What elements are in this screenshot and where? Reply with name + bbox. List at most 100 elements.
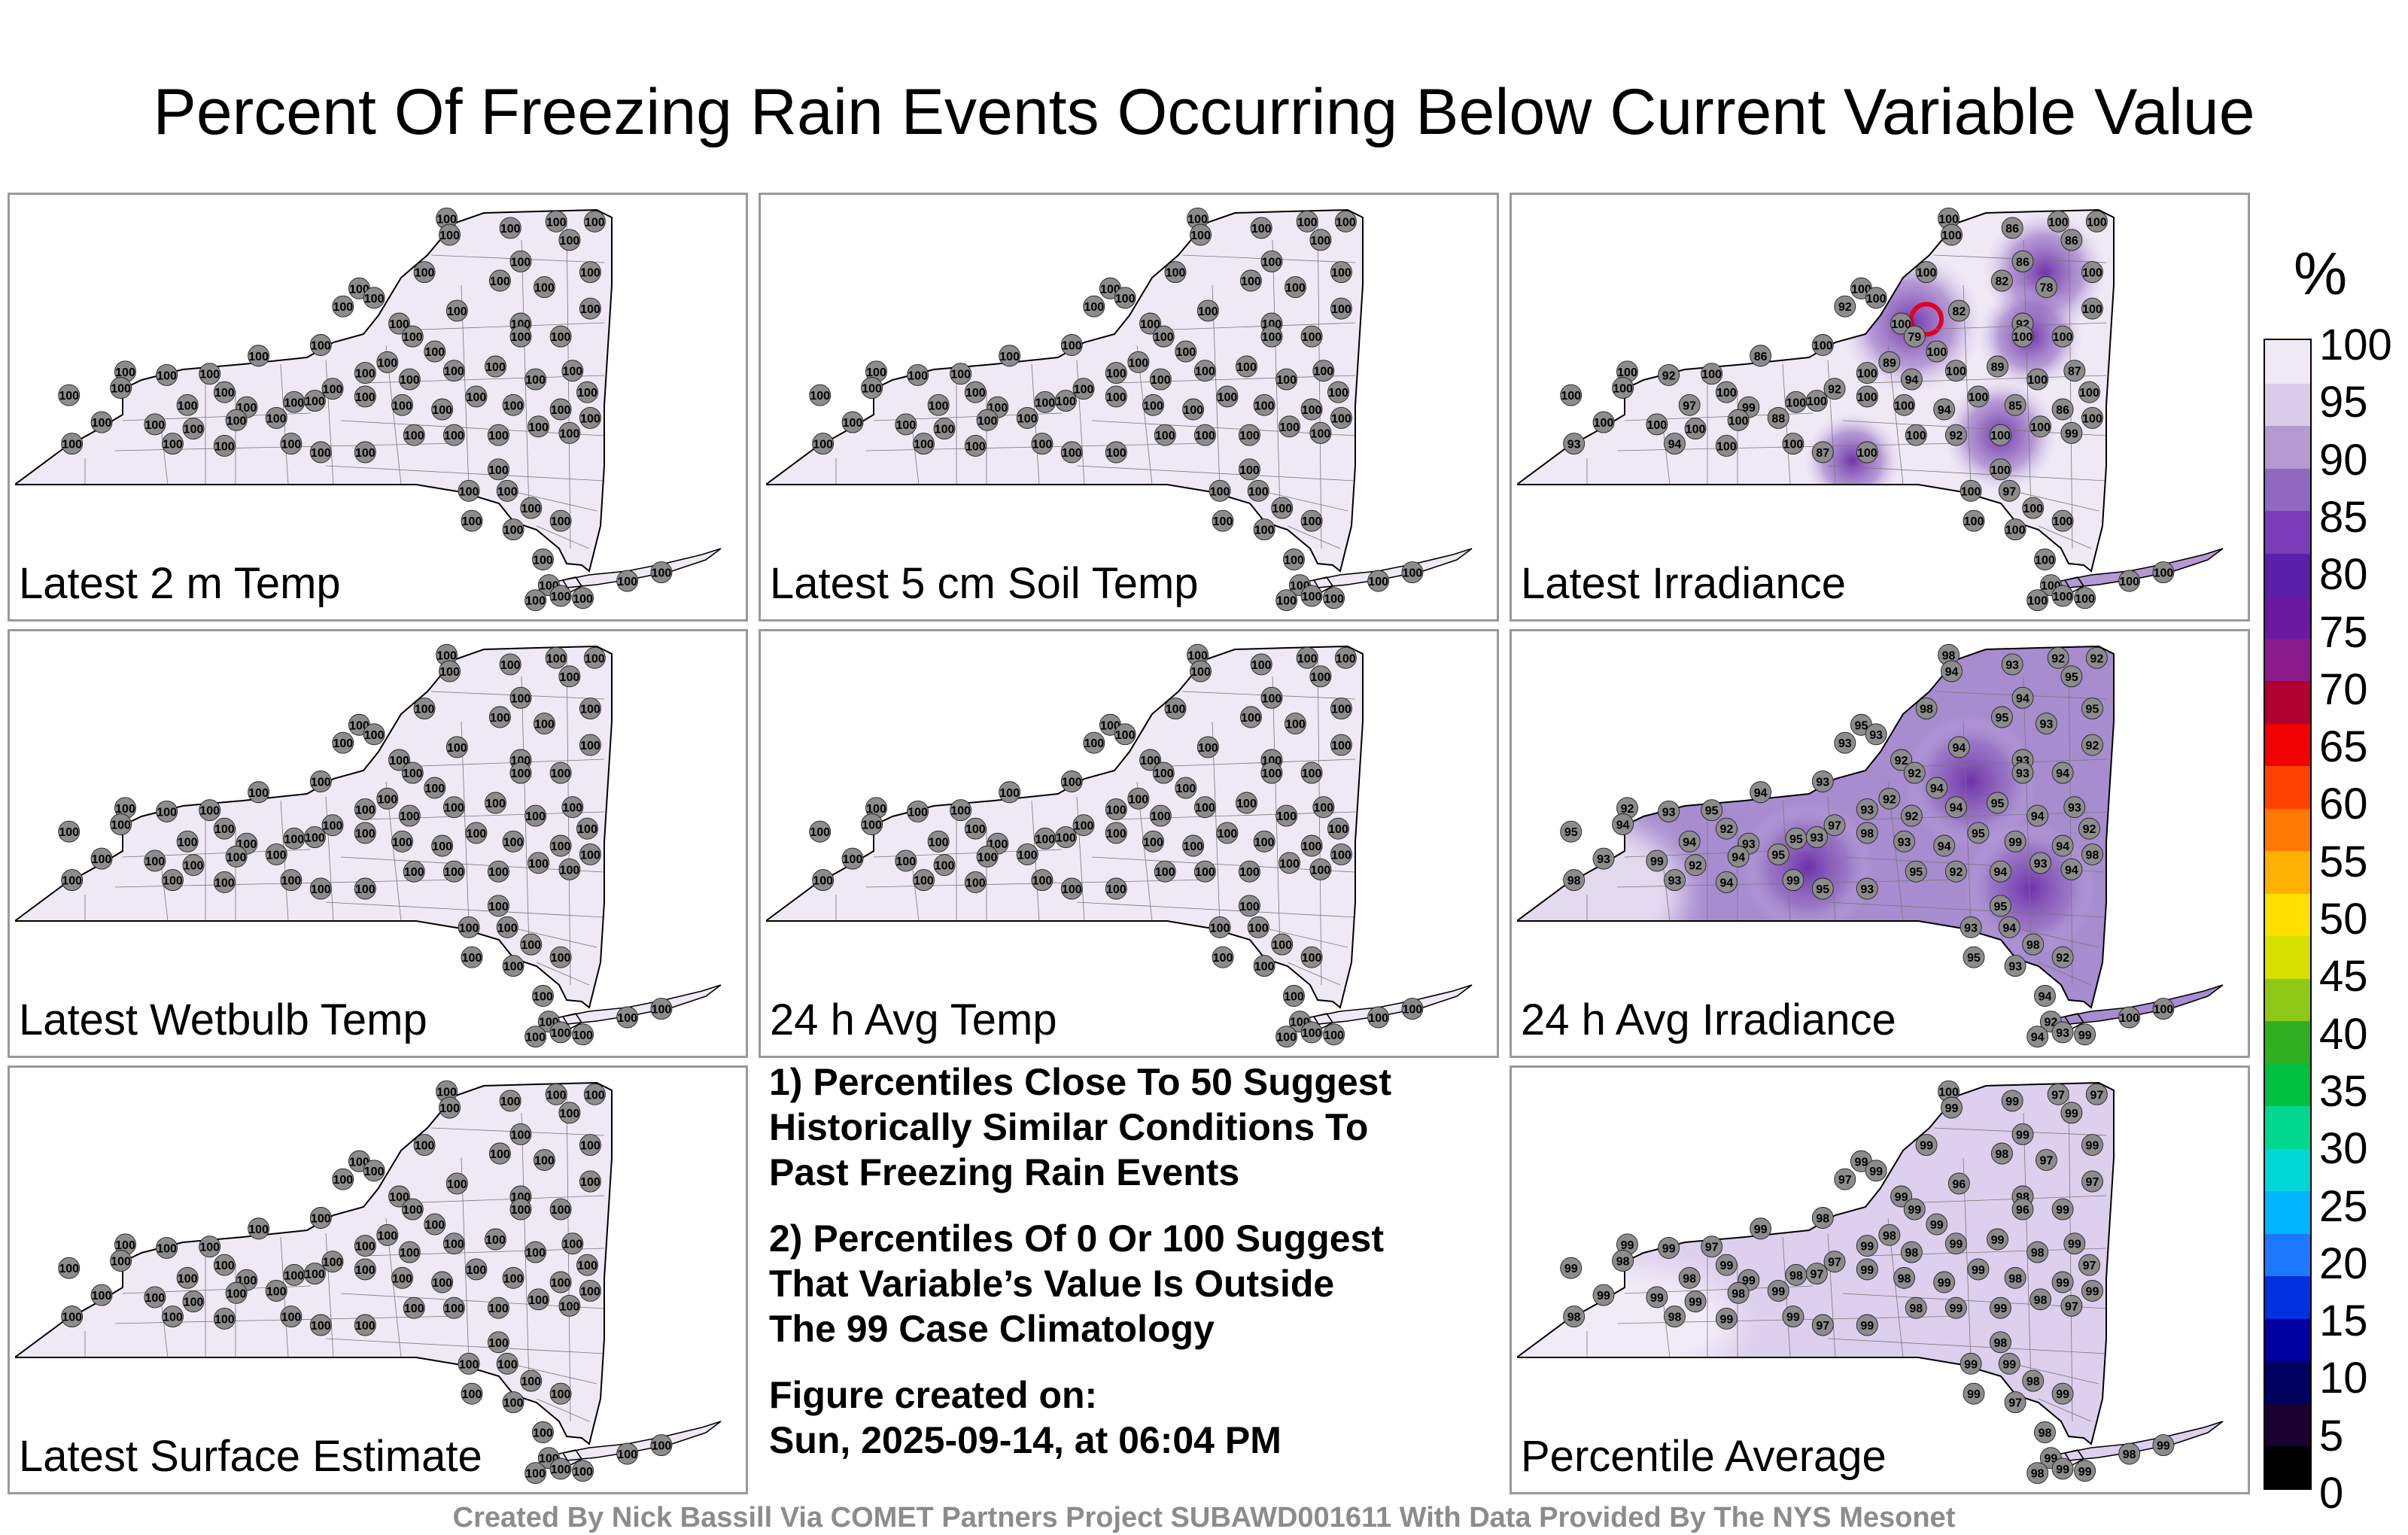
station-value: 100 <box>59 390 79 403</box>
station-marker: 100 <box>487 458 509 481</box>
station-marker: 100 <box>650 561 673 584</box>
station-value: 99 <box>2008 836 2022 849</box>
station-value: 99 <box>2002 1358 2016 1371</box>
station-marker: 100 <box>950 363 972 385</box>
station-marker: 94 <box>1989 860 2011 883</box>
station-value: 100 <box>500 1096 521 1108</box>
station-marker: 100 <box>162 869 184 892</box>
station-value: 100 <box>1239 430 1260 442</box>
map-panel-latest-surface-estimate: 100 100 100 100 100 100 100 100 100 100 100 100 100 1… <box>8 1065 748 1494</box>
station-value: 100 <box>1302 404 1322 417</box>
station-marker: 100 <box>1060 334 1083 356</box>
station-value: 100 <box>1938 213 1959 226</box>
station-marker: 100 <box>561 796 584 819</box>
station-value: 92 <box>1828 384 1841 397</box>
station-value: 100 <box>444 1302 464 1315</box>
station-marker: 100 <box>1175 777 1197 799</box>
station-value: 100 <box>908 806 928 819</box>
station-value: 100 <box>1964 515 1984 528</box>
station-value: 100 <box>1187 649 1208 662</box>
station-marker: 79 <box>1903 325 1926 348</box>
station-marker: 100 <box>2026 589 2049 612</box>
station-value: 99 <box>1650 856 1664 868</box>
station-marker: 100 <box>1905 424 1927 446</box>
station-value: 100 <box>1062 883 1082 896</box>
station-value: 100 <box>652 1440 672 1453</box>
station-marker: 100 <box>1031 869 1054 892</box>
station-value: 92 <box>1621 803 1634 816</box>
station-value: 100 <box>1236 361 1257 374</box>
station-marker: 100 <box>976 409 999 431</box>
station-marker: 100 <box>1238 424 1260 446</box>
station-value: 100 <box>562 366 582 378</box>
station-marker: 100 <box>1260 686 1283 709</box>
station-marker: 100 <box>354 822 376 844</box>
station-marker: 94 <box>2051 761 2074 784</box>
station-value: 100 <box>447 742 467 755</box>
station-marker: 100 <box>458 916 480 938</box>
station-marker: 99 <box>1926 1213 1948 1236</box>
station-value: 99 <box>1786 1312 1800 1324</box>
station-value: 100 <box>1938 1086 1959 1099</box>
station-value: 100 <box>551 515 571 528</box>
station-marker: 94 <box>1715 871 1738 893</box>
station-value: 99 <box>1945 1102 1959 1115</box>
station-marker: 100 <box>1105 798 1127 821</box>
station-marker: 100 <box>964 871 987 893</box>
station-marker: 99 <box>1856 1258 1878 1281</box>
station-marker: 100 <box>558 229 581 251</box>
station-marker: 100 <box>579 1170 601 1193</box>
station-marker: 100 <box>1300 398 1323 421</box>
station-value: 100 <box>560 1108 580 1120</box>
station-value: 98 <box>1816 1213 1829 1226</box>
colorbar-band <box>2265 340 2310 384</box>
station-marker: 100 <box>1072 378 1095 400</box>
station-value: 100 <box>950 805 971 818</box>
station-value: 99 <box>1621 1239 1634 1252</box>
station-value: 100 <box>349 1156 369 1169</box>
station-marker: 100 <box>1278 415 1301 438</box>
station-value: 100 <box>447 305 467 318</box>
colorbar-tick-label: 0 <box>2319 1469 2344 1518</box>
station-value: 100 <box>115 1239 135 1252</box>
station-marker: 100 <box>502 394 524 416</box>
station-value: 99 <box>1860 1320 1874 1333</box>
station-value: 100 <box>266 412 287 425</box>
station-marker: 100 <box>579 1279 601 1302</box>
station-marker: 100 <box>485 355 506 378</box>
station-marker: 98 <box>1563 869 1586 892</box>
station-value: 100 <box>562 802 582 815</box>
station-value: 98 <box>1860 828 1874 840</box>
station-marker: 98 <box>2026 1462 2049 1485</box>
station-marker: 100 <box>1236 355 1257 378</box>
station-marker: 95 <box>1905 860 1927 883</box>
station-value: 100 <box>1074 384 1094 397</box>
station-value: 100 <box>534 719 555 731</box>
station-marker: 100 <box>1054 826 1077 849</box>
figure-title: Percent Of Freezing Rain Events Occurrin… <box>153 76 2255 148</box>
station-marker: 100 <box>532 1421 554 1443</box>
station-marker: 100 <box>485 792 506 814</box>
station-marker: 100 <box>558 1294 581 1317</box>
station-marker: 97 <box>1811 1314 1834 1336</box>
station-marker: 86 <box>2001 217 2023 239</box>
station-marker: 100 <box>176 830 199 853</box>
colorbar-tick-label: 85 <box>2319 492 2368 542</box>
station-value: 100 <box>488 866 509 879</box>
station-marker: 100 <box>549 761 572 784</box>
station-marker: 100 <box>442 1296 465 1319</box>
station-marker: 100 <box>488 706 511 728</box>
long-island-fill <box>552 985 721 1024</box>
station-marker: 94 <box>2011 686 2034 709</box>
station-value: 99 <box>1860 1241 1874 1254</box>
station-marker: 100 <box>1212 509 1234 532</box>
station-marker: 100 <box>1334 210 1357 233</box>
station-value: 99 <box>1860 1264 1874 1277</box>
station-value: 100 <box>580 303 600 316</box>
station-value: 94 <box>1616 819 1630 832</box>
station-marker: 100 <box>561 1233 584 1255</box>
station-value: 100 <box>929 836 949 849</box>
station-marker: 100 <box>579 297 601 320</box>
station-value: 94 <box>1945 666 1959 679</box>
station-marker: 100 <box>1271 933 1294 956</box>
